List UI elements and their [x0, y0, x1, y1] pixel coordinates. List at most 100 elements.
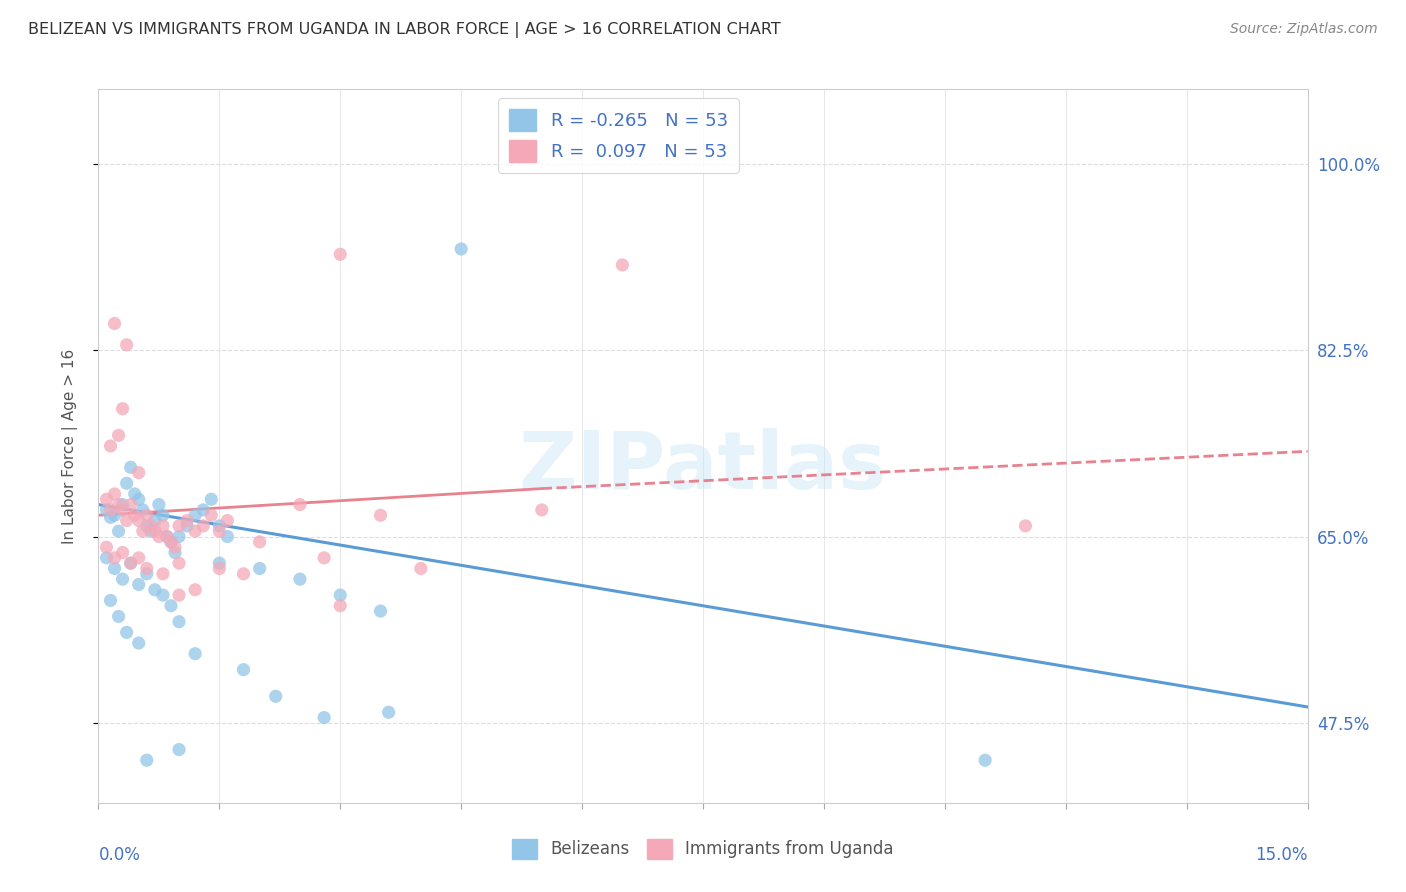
- Point: [135, 561, 157, 575]
- Point: [124, 508, 146, 523]
- Point: [135, 753, 157, 767]
- Point: [139, 519, 162, 533]
- Point: [143, 524, 166, 539]
- Point: [200, 508, 222, 523]
- Point: [329, 588, 352, 602]
- Point: [329, 599, 352, 613]
- Point: [974, 753, 997, 767]
- Point: [152, 508, 174, 523]
- Point: [176, 519, 198, 533]
- Point: [111, 545, 134, 559]
- Point: [208, 561, 231, 575]
- Point: [128, 550, 150, 565]
- Point: [107, 609, 129, 624]
- Point: [96, 492, 118, 507]
- Point: [107, 428, 129, 442]
- Point: [217, 514, 239, 528]
- Point: [200, 492, 222, 507]
- Point: [128, 492, 150, 507]
- Point: [100, 510, 122, 524]
- Point: [96, 550, 118, 565]
- Point: [160, 599, 183, 613]
- Point: [612, 258, 634, 272]
- Point: [107, 524, 129, 539]
- Legend: Belizeans, Immigrants from Uganda: Belizeans, Immigrants from Uganda: [506, 832, 900, 866]
- Y-axis label: In Labor Force | Age > 16: In Labor Force | Age > 16: [62, 349, 77, 543]
- Point: [120, 556, 142, 570]
- Point: [103, 550, 125, 565]
- Point: [193, 519, 215, 533]
- Point: [111, 498, 134, 512]
- Point: [264, 690, 287, 704]
- Point: [100, 439, 122, 453]
- Text: 0.0%: 0.0%: [98, 846, 141, 863]
- Point: [184, 647, 207, 661]
- Point: [120, 498, 142, 512]
- Point: [152, 588, 174, 602]
- Point: [103, 561, 125, 575]
- Point: [232, 566, 254, 581]
- Point: [128, 636, 150, 650]
- Point: [314, 710, 336, 724]
- Point: [156, 529, 179, 543]
- Text: BELIZEAN VS IMMIGRANTS FROM UGANDA IN LABOR FORCE | AGE > 16 CORRELATION CHART: BELIZEAN VS IMMIGRANTS FROM UGANDA IN LA…: [28, 22, 780, 38]
- Point: [184, 508, 207, 523]
- Point: [103, 317, 125, 331]
- Point: [370, 604, 392, 618]
- Point: [167, 519, 190, 533]
- Point: [128, 514, 150, 528]
- Point: [111, 572, 134, 586]
- Point: [208, 524, 231, 539]
- Point: [288, 498, 311, 512]
- Text: ZIPatlas: ZIPatlas: [519, 428, 887, 507]
- Point: [100, 593, 122, 607]
- Point: [167, 615, 190, 629]
- Point: [115, 625, 138, 640]
- Point: [132, 524, 155, 539]
- Point: [530, 503, 553, 517]
- Point: [115, 476, 138, 491]
- Point: [370, 508, 392, 523]
- Point: [156, 529, 179, 543]
- Point: [148, 498, 170, 512]
- Point: [128, 466, 150, 480]
- Point: [288, 572, 311, 586]
- Point: [135, 508, 157, 523]
- Point: [100, 503, 122, 517]
- Point: [135, 566, 157, 581]
- Point: [111, 401, 134, 416]
- Point: [111, 503, 134, 517]
- Point: [103, 508, 125, 523]
- Point: [249, 534, 271, 549]
- Point: [450, 242, 472, 256]
- Point: [120, 460, 142, 475]
- Point: [167, 742, 190, 756]
- Text: Source: ZipAtlas.com: Source: ZipAtlas.com: [1230, 22, 1378, 37]
- Point: [160, 534, 183, 549]
- Point: [163, 545, 186, 559]
- Point: [208, 519, 231, 533]
- Point: [143, 582, 166, 597]
- Point: [249, 561, 271, 575]
- Point: [139, 524, 162, 539]
- Point: [120, 556, 142, 570]
- Point: [143, 514, 166, 528]
- Point: [160, 534, 183, 549]
- Point: [377, 706, 399, 720]
- Point: [124, 487, 146, 501]
- Point: [217, 529, 239, 543]
- Point: [184, 582, 207, 597]
- Point: [115, 514, 138, 528]
- Point: [135, 519, 157, 533]
- Point: [193, 503, 215, 517]
- Point: [148, 529, 170, 543]
- Point: [163, 540, 186, 554]
- Point: [128, 577, 150, 591]
- Point: [208, 556, 231, 570]
- Point: [184, 524, 207, 539]
- Point: [107, 498, 129, 512]
- Point: [232, 663, 254, 677]
- Point: [1014, 519, 1036, 533]
- Point: [96, 503, 118, 517]
- Point: [152, 566, 174, 581]
